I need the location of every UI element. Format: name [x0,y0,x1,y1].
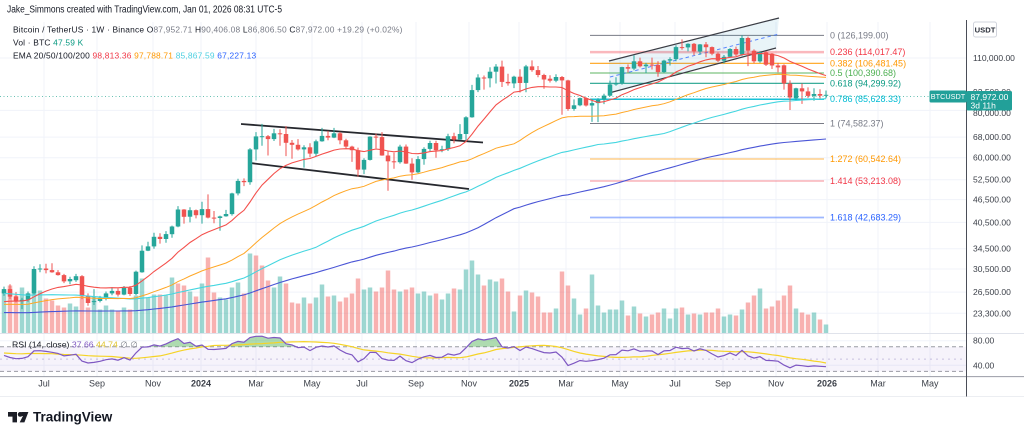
svg-text:Nov: Nov [768,379,785,389]
svg-text:40.00: 40.00 [973,360,995,370]
svg-text:0.786 (85,628.33): 0.786 (85,628.33) [830,94,901,104]
svg-text:USDT: USDT [975,25,996,34]
svg-text:23,300.00: 23,300.00 [973,308,1011,318]
svg-text:68,000.00: 68,000.00 [973,132,1011,142]
svg-text:1.414 (53,213.08): 1.414 (53,213.08) [830,176,901,186]
svg-text:1.618 (42,683.29): 1.618 (42,683.29) [830,213,901,223]
svg-text:BTCUSDT: BTCUSDT [931,92,966,101]
svg-text:0.5 (100,390.68): 0.5 (100,390.68) [830,68,896,78]
svg-text:Nov: Nov [145,379,162,389]
svg-text:RSI (14, close) 37.66 44.74 ∅: RSI (14, close) 37.66 44.74 ∅ ∅ [12,339,138,349]
svg-text:0.382 (106,481.45): 0.382 (106,481.45) [830,58,906,68]
svg-text:110,000.00: 110,000.00 [973,53,1015,63]
svg-text:46,500.00: 46,500.00 [973,195,1011,205]
svg-text:80.00: 80.00 [973,336,995,346]
svg-text:Jul: Jul [356,379,368,389]
svg-text:Nov: Nov [461,379,478,389]
svg-text:1.272 (60,542.64): 1.272 (60,542.64) [830,154,901,164]
svg-text:60,000.00: 60,000.00 [973,153,1011,163]
svg-text:2024: 2024 [191,379,211,389]
svg-text:May: May [921,379,939,389]
svg-text:Sep: Sep [408,379,424,389]
svg-text:26,500.00: 26,500.00 [973,287,1011,297]
svg-text:TradingView: TradingView [33,410,113,425]
svg-text:Bitcoin / TetherUS · 1W · Bina: Bitcoin / TetherUS · 1W · Binance O87,95… [13,25,403,35]
svg-text:0 (126,199.00): 0 (126,199.00) [830,30,889,40]
svg-text:0.236 (114,017.47): 0.236 (114,017.47) [830,47,905,57]
svg-text:Sep: Sep [715,379,731,389]
svg-text:0.618 (94,299.92): 0.618 (94,299.92) [830,78,901,88]
svg-text:34,500.00: 34,500.00 [973,244,1011,254]
svg-text:80,000.00: 80,000.00 [973,108,1011,118]
svg-text:Sep: Sep [89,379,105,389]
svg-text:Jul: Jul [38,379,50,389]
svg-text:EMA 20/50/100/200 98,813.36 97: EMA 20/50/100/200 98,813.36 97,788.71 85… [13,51,256,61]
svg-text:40,500.00: 40,500.00 [973,217,1011,227]
svg-text:87,972.00: 87,972.00 [971,92,1009,102]
svg-text:Mar: Mar [248,379,264,389]
svg-text:Vol · BTC 47.59 K: Vol · BTC 47.59 K [13,38,84,48]
svg-text:30,500.00: 30,500.00 [973,264,1011,274]
svg-text:1 (74,582.37): 1 (74,582.37) [830,119,884,129]
svg-text:3d 11h: 3d 11h [971,101,997,111]
svg-text:Jul: Jul [669,379,681,389]
svg-text:Jake_Simmons created with Trad: Jake_Simmons created with TradingView.co… [7,5,282,16]
svg-text:May: May [303,379,321,389]
svg-text:May: May [611,379,629,389]
svg-text:Mar: Mar [870,379,886,389]
svg-text:2026: 2026 [817,379,837,389]
svg-text:2025: 2025 [509,379,529,389]
svg-text:Mar: Mar [558,379,574,389]
svg-text:52,500.00: 52,500.00 [973,175,1011,185]
